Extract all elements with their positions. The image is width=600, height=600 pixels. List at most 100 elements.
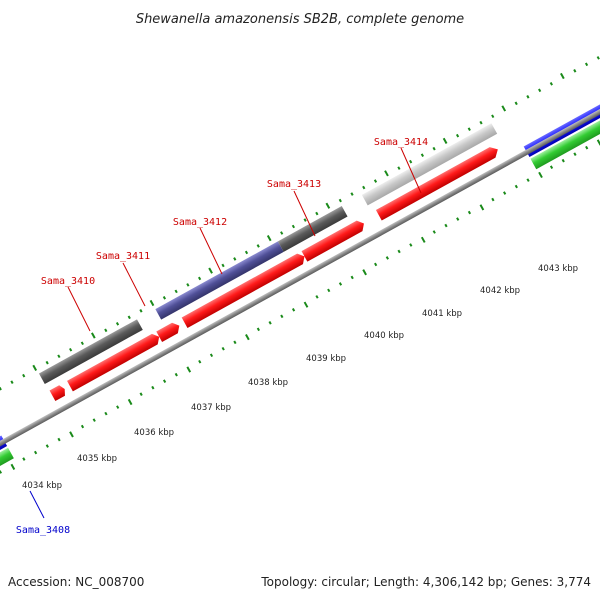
minor-tick xyxy=(127,315,131,320)
leader-line xyxy=(122,262,146,307)
genome-stats-text: Topology: circular; Length: 4,306,142 bp… xyxy=(260,575,591,589)
cds-arrow xyxy=(67,333,160,392)
gene-label-sama-3411[interactable]: Sama_3411 xyxy=(96,251,150,262)
minor-tick xyxy=(280,231,284,235)
major-tick xyxy=(69,431,74,438)
gene-label-sama-3413[interactable]: Sama_3413 xyxy=(267,179,321,190)
gene-labels: Sama_3408 Sama_3410 Sama_3411 Sama_3412 … xyxy=(16,137,428,536)
genome-band xyxy=(0,56,600,492)
cds-arrow xyxy=(375,147,498,221)
minor-tick xyxy=(104,411,108,416)
minor-tick xyxy=(186,283,190,287)
minor-tick xyxy=(198,359,202,364)
minor-tick xyxy=(596,56,600,60)
gene-label-sama-3410[interactable]: Sama_3410 xyxy=(41,276,95,287)
minor-tick xyxy=(584,62,589,67)
tick-label: 4043 kbp xyxy=(538,264,578,274)
minor-tick xyxy=(291,224,296,229)
major-tick xyxy=(362,269,367,276)
minor-tick xyxy=(244,250,249,255)
minor-tick xyxy=(280,314,284,319)
major-tick xyxy=(127,398,133,406)
minor-tick xyxy=(174,372,178,377)
inner-tick-ruler xyxy=(0,139,600,474)
major-tick xyxy=(91,332,96,339)
cds-arrow xyxy=(301,220,364,262)
major-tick xyxy=(303,301,309,308)
minor-tick xyxy=(233,340,237,345)
blast-hit-purple xyxy=(155,241,284,320)
tick-label: 4037 kbp xyxy=(191,403,231,413)
minor-tick xyxy=(327,288,331,293)
gene-label-leaders xyxy=(29,147,422,519)
minor-tick xyxy=(467,210,472,215)
minor-tick xyxy=(315,295,319,299)
blast-hit-light-grey xyxy=(361,123,498,206)
map-title: Shewanella amazonensis SB2B, complete ge… xyxy=(136,12,464,27)
major-tick xyxy=(325,202,331,209)
tick-label: 4040 kbp xyxy=(364,331,404,341)
tick-label: 4042 kbp xyxy=(480,286,520,296)
minor-tick xyxy=(197,276,202,281)
minor-tick xyxy=(467,127,471,132)
minor-tick xyxy=(0,386,2,391)
minor-tick xyxy=(221,346,225,351)
minor-tick xyxy=(479,120,483,125)
tick-label: 4038 kbp xyxy=(248,378,288,388)
tick-labels: 4034 kbp 4035 kbp 4036 kbp 4037 kbp 4038… xyxy=(22,264,578,491)
cds-arrow xyxy=(49,385,65,402)
major-tick xyxy=(186,366,192,373)
minor-tick xyxy=(397,166,401,170)
minor-tick xyxy=(22,373,26,378)
major-tick xyxy=(32,364,38,372)
minor-tick xyxy=(80,341,84,346)
minor-tick xyxy=(315,211,319,216)
leader-line xyxy=(400,147,422,194)
minor-tick xyxy=(573,69,577,73)
cds-arrow xyxy=(156,322,180,342)
minor-tick xyxy=(209,353,214,358)
tick-label: 4034 kbp xyxy=(22,481,62,491)
accession-text: Accession: NC_008700 xyxy=(8,575,144,589)
minor-tick xyxy=(139,392,143,396)
minor-tick xyxy=(409,243,413,247)
major-tick xyxy=(420,236,426,243)
minor-tick xyxy=(115,322,120,326)
minor-tick xyxy=(585,145,589,150)
minor-tick xyxy=(561,158,565,163)
minor-tick xyxy=(549,82,553,86)
blast-hit-grey xyxy=(38,319,143,385)
leader-line xyxy=(199,227,223,275)
minor-tick xyxy=(151,385,155,390)
major-tick xyxy=(10,463,16,470)
minor-tick xyxy=(432,146,436,151)
tick-label: 4039 kbp xyxy=(306,354,346,364)
outer-tick-ruler xyxy=(0,56,600,391)
minor-tick xyxy=(514,184,518,189)
minor-tick xyxy=(503,191,507,195)
minor-tick xyxy=(92,418,96,422)
minor-tick xyxy=(57,437,61,442)
minor-tick xyxy=(549,165,554,169)
minor-tick xyxy=(69,347,73,352)
minor-tick xyxy=(338,282,343,286)
cds-arrow xyxy=(181,253,305,328)
leader-line xyxy=(293,190,316,237)
major-tick xyxy=(149,299,155,307)
blast-hit-green xyxy=(0,447,14,492)
minor-tick xyxy=(256,244,260,248)
minor-tick xyxy=(538,88,542,93)
minor-tick xyxy=(104,328,108,333)
gene-label-sama-3414[interactable]: Sama_3414 xyxy=(374,137,428,148)
minor-tick xyxy=(45,444,49,448)
major-tick xyxy=(479,204,485,211)
major-tick xyxy=(245,333,250,341)
minor-tick xyxy=(291,308,296,312)
minor-tick xyxy=(350,192,354,196)
gene-label-sama-3408[interactable]: Sama_3408 xyxy=(16,525,70,536)
minor-tick xyxy=(221,263,225,268)
gene-label-sama-3412[interactable]: Sama_3412 xyxy=(173,217,227,228)
minor-tick xyxy=(22,457,26,461)
minor-tick xyxy=(432,230,436,234)
